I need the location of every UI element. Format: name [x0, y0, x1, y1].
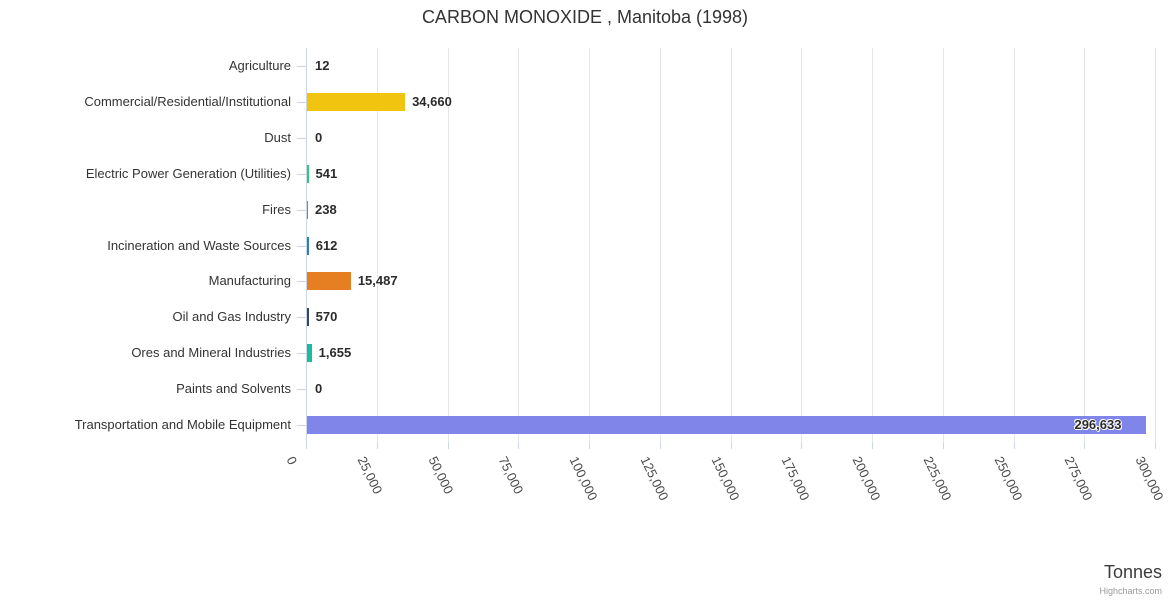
- y-axis-tick: [297, 389, 307, 390]
- value-label: 0: [315, 381, 323, 397]
- chart-title: CARBON MONOXIDE , Manitoba (1998): [421, 7, 749, 27]
- category-label: Transportation and Mobile Equipment: [74, 417, 291, 433]
- y-axis-tick: [297, 246, 307, 247]
- category-label: Commercial/Residential/Institutional: [84, 93, 291, 109]
- x-axis-tick: [730, 443, 732, 449]
- x-axis-label: 150,000: [708, 454, 743, 503]
- bar-commercial-residential-institutional[interactable]: [307, 92, 406, 111]
- x-gridline: [730, 48, 732, 443]
- x-gridline: [447, 48, 449, 443]
- category-label: Paints and Solvents: [176, 381, 291, 397]
- y-axis-tick: [297, 425, 307, 426]
- x-gridline: [589, 48, 590, 443]
- category-label: Manufacturing: [208, 273, 291, 289]
- bar-ores-and-mineral-industries[interactable]: [307, 344, 312, 363]
- x-axis-tick: [1155, 443, 1156, 449]
- bar-manufacturing[interactable]: [307, 272, 351, 291]
- bar-fires[interactable]: [307, 200, 308, 219]
- x-axis-tick: [518, 443, 520, 449]
- x-gridline: [872, 48, 873, 443]
- value-label: 570: [315, 309, 338, 325]
- x-gridline: [942, 48, 944, 443]
- x-axis-tick: [589, 443, 590, 449]
- x-axis-label: 250,000: [991, 454, 1026, 503]
- x-axis-label: 300,000: [1132, 454, 1167, 503]
- value-label: 15,487: [357, 273, 398, 289]
- x-gridline: [1155, 48, 1156, 443]
- y-axis-tick: [297, 174, 307, 175]
- x-axis-label: 75,000: [495, 454, 527, 497]
- highcharts-credit-link[interactable]: Highcharts.com: [1099, 586, 1162, 596]
- x-axis-tick: [659, 443, 661, 449]
- x-axis-label: 225,000: [920, 454, 955, 503]
- x-gridline: [659, 48, 661, 443]
- x-axis-tick: [306, 443, 307, 449]
- category-label: Agriculture: [228, 57, 291, 73]
- x-axis-label: 25,000: [354, 454, 386, 497]
- category-label: Incineration and Waste Sources: [107, 237, 291, 253]
- y-axis-tick: [297, 102, 307, 103]
- y-axis-tick: [297, 353, 307, 354]
- value-label: 238: [315, 201, 337, 217]
- value-label: 0: [315, 129, 323, 145]
- y-axis-tick: [297, 138, 307, 139]
- category-label: Fires: [262, 201, 291, 217]
- x-gridline: [1084, 48, 1086, 443]
- value-label: 612: [315, 237, 338, 253]
- y-axis-line: [306, 48, 307, 443]
- x-axis-tick: [447, 443, 449, 449]
- category-label: Ores and Mineral Industries: [131, 345, 291, 361]
- bar-incineration-and-waste-sources[interactable]: [307, 236, 309, 255]
- x-axis-tick: [801, 443, 803, 449]
- value-label: 296,633: [1074, 417, 1122, 433]
- x-axis-label: 50,000: [425, 454, 456, 497]
- x-gridline: [1013, 48, 1015, 443]
- x-axis-label: 200,000: [849, 454, 884, 503]
- x-axis-label: 0: [283, 454, 301, 468]
- x-axis-tick: [1013, 443, 1015, 449]
- y-axis-tick: [297, 317, 307, 318]
- category-label: Oil and Gas Industry: [172, 309, 292, 325]
- x-axis-label: 100,000: [566, 454, 601, 503]
- x-axis-tick: [942, 443, 944, 449]
- value-label: 1,655: [318, 345, 352, 361]
- x-gridline: [801, 48, 803, 443]
- x-gridline: [376, 48, 378, 443]
- category-label: Dust: [264, 129, 291, 145]
- x-axis-tick: [376, 443, 378, 449]
- y-axis-tick: [297, 281, 307, 282]
- x-axis-title: Tonnes: [1103, 562, 1162, 582]
- x-axis-label: 125,000: [637, 454, 672, 503]
- x-axis-label: 175,000: [778, 454, 813, 503]
- bar-transportation-and-mobile-equipment[interactable]: [307, 416, 1147, 435]
- value-label: 34,660: [412, 93, 452, 109]
- value-label: 12: [315, 57, 330, 73]
- bar-electric-power-generation-utilities-[interactable]: [307, 164, 309, 183]
- category-label: Electric Power Generation (Utilities): [85, 165, 291, 181]
- y-axis-tick: [297, 66, 307, 67]
- bar-oil-and-gas-industry[interactable]: [307, 308, 309, 327]
- y-axis-tick: [297, 210, 307, 211]
- x-axis-label: 275,000: [1061, 454, 1096, 503]
- x-gridline: [518, 48, 520, 443]
- value-label: 541: [315, 165, 338, 181]
- x-axis-tick: [872, 443, 873, 449]
- x-axis-tick: [1084, 443, 1086, 449]
